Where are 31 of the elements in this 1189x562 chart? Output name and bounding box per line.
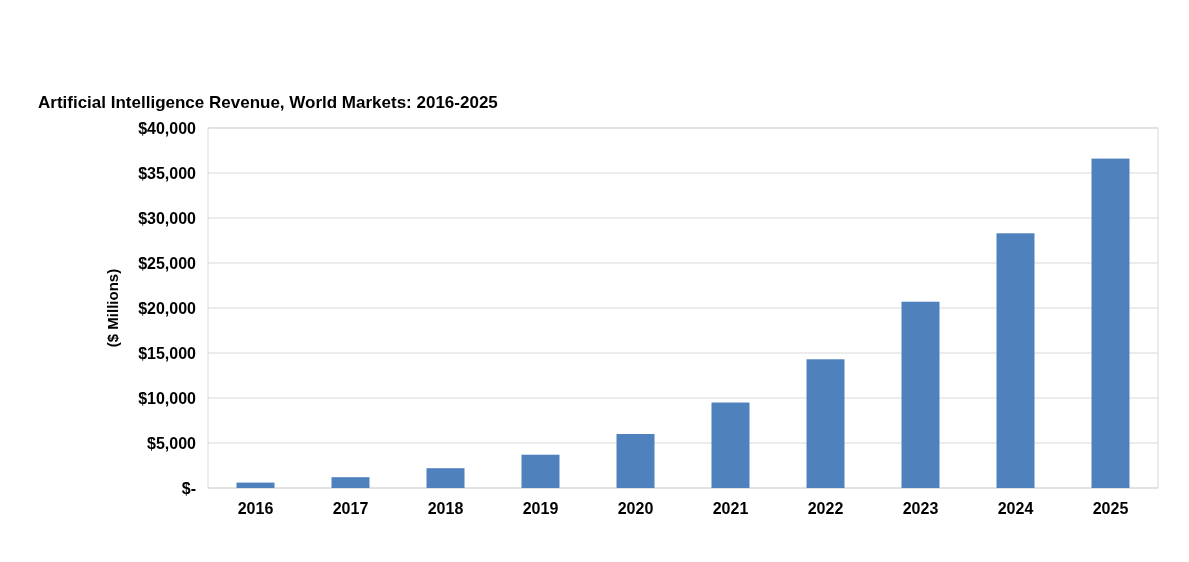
x-tick-label: 2022 <box>807 500 844 517</box>
bar <box>426 468 465 488</box>
x-tick-label: 2021 <box>712 500 749 517</box>
bar <box>711 402 750 488</box>
x-tick-label: 2025 <box>1092 500 1129 517</box>
bar <box>331 477 370 488</box>
y-axis-title: ($ Millions) <box>104 268 121 348</box>
chart-title: Artificial Intelligence Revenue, World Markets: 2016-2025 <box>38 93 498 112</box>
bar <box>236 482 275 488</box>
y-tick-label: $5,000 <box>147 434 197 452</box>
bar <box>521 454 560 488</box>
y-tick-label: $- <box>181 479 196 497</box>
bar <box>1091 158 1130 488</box>
x-tick-label: 2016 <box>237 500 274 517</box>
x-tick-label: 2018 <box>427 500 464 517</box>
y-tick-label: $15,000 <box>138 344 197 362</box>
bar <box>616 434 655 488</box>
x-tick-label: 2019 <box>522 500 559 517</box>
y-tick-label: $40,000 <box>138 119 197 137</box>
y-tick-label: $20,000 <box>138 299 197 317</box>
y-tick-label: $35,000 <box>138 164 197 182</box>
y-tick-label: $25,000 <box>138 254 197 272</box>
y-tick-label: $10,000 <box>138 389 197 407</box>
bar <box>806 359 845 488</box>
x-tick-label: 2020 <box>617 500 654 517</box>
bar <box>996 233 1035 488</box>
bar <box>901 301 940 488</box>
x-tick-label: 2023 <box>902 500 939 517</box>
x-tick-label: 2017 <box>332 500 369 517</box>
y-tick-label: $30,000 <box>138 209 197 227</box>
x-tick-label: 2024 <box>997 500 1034 517</box>
